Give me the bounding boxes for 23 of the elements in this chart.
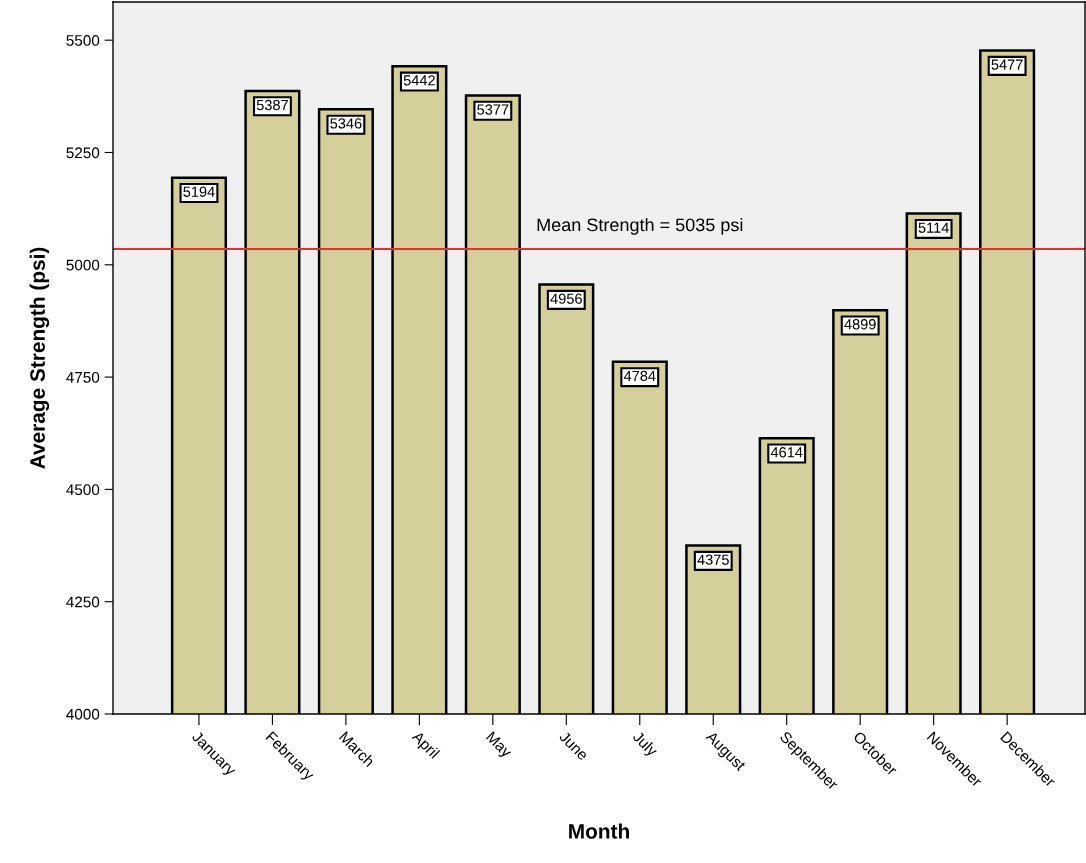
ref-line-label: Mean Strength = 5035 psi [537,218,743,235]
y-tick-label: 4750 [66,371,100,383]
y-tick-label: 4250 [66,596,100,608]
data-label: 5377 [477,104,509,115]
data-label: 4899 [844,319,876,330]
data-label: 4956 [550,293,582,304]
data-label: 4614 [770,447,803,458]
x-axis-title: Month [569,823,629,839]
data-label: 5346 [330,118,362,129]
data-label: 5114 [918,222,949,233]
y-tick-label: 4500 [66,484,100,496]
data-label: 4784 [623,370,656,382]
y-tick-label: 5500 [66,35,100,46]
data-label: 4375 [697,554,729,565]
x-tick-label: July [629,730,659,760]
y-tick-label: 4000 [66,708,100,720]
y-tick-label: 5000 [66,259,100,271]
data-label: 5442 [403,75,435,86]
data-label: 5194 [183,186,215,197]
data-label: 5387 [256,99,288,111]
y-tick-label: 5250 [66,147,100,159]
y-axis-title: Average Strength (psi) [29,247,50,469]
data-label: 5477 [991,59,1023,70]
